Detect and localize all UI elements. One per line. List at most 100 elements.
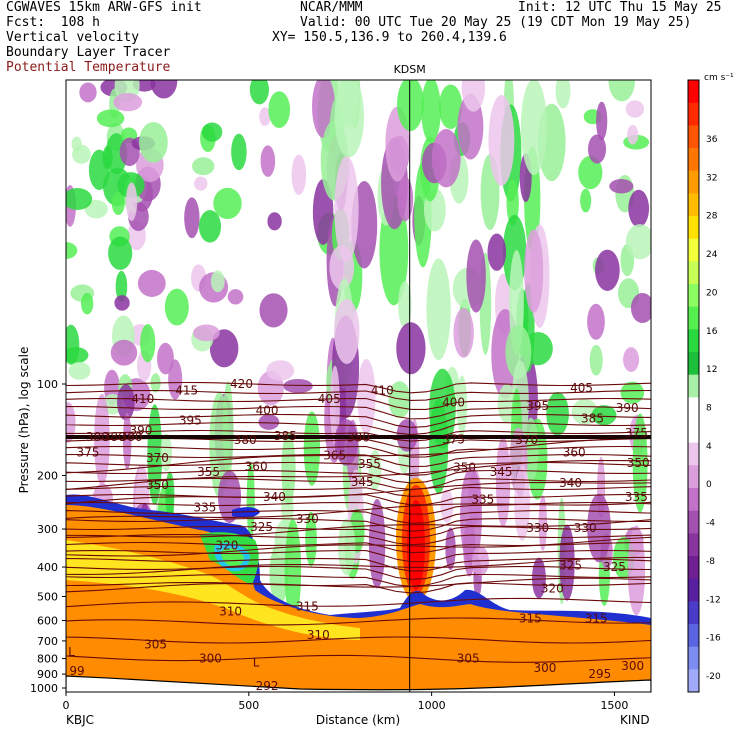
theta-label: 370 xyxy=(146,451,169,465)
vertical-velocity-field xyxy=(66,80,651,623)
theta-label: 320 xyxy=(541,581,564,595)
theta-label: 385 xyxy=(581,412,604,426)
colorbar-label: 32 xyxy=(706,173,717,183)
theta-label: L xyxy=(68,645,75,659)
velocity-blob xyxy=(628,189,650,228)
colorbar-swatch xyxy=(688,261,699,285)
y-tick-label: 900 xyxy=(37,668,58,681)
velocity-blob xyxy=(266,360,295,381)
tracer-yellow-band xyxy=(66,540,360,640)
velocity-blob xyxy=(589,344,603,376)
theta-contour xyxy=(66,501,651,515)
theta-contour xyxy=(66,485,651,498)
theta-label: 300 xyxy=(621,659,644,673)
colorbar-swatch xyxy=(688,488,699,512)
y-tick-label: 1000 xyxy=(30,682,58,695)
colorbar-swatch xyxy=(688,306,699,330)
theta-label: 375 xyxy=(442,432,465,446)
velocity-blob xyxy=(114,295,130,311)
x-end-station: KIND xyxy=(620,713,650,727)
colorbar-label: -8 xyxy=(706,557,715,567)
theta-label: 355 xyxy=(358,457,381,471)
theta-label: 310 xyxy=(307,628,330,642)
theta-label: L xyxy=(253,656,260,670)
colorbar-label: -20 xyxy=(706,672,721,682)
velocity-blob xyxy=(546,392,569,436)
velocity-blob xyxy=(397,176,414,222)
velocity-blob xyxy=(303,411,321,486)
velocity-blob xyxy=(259,293,288,328)
velocity-blob xyxy=(209,329,239,368)
velocity-blob xyxy=(283,378,313,394)
theta-label: 370 xyxy=(515,433,538,447)
theta-label: 315 xyxy=(519,611,542,625)
theta-label: 335 xyxy=(625,490,648,504)
velocity-blob xyxy=(591,405,617,426)
colorbar-swatch xyxy=(688,80,699,104)
theta-label: 295 xyxy=(588,667,611,681)
colorbar-label: 12 xyxy=(706,365,717,375)
velocity-blob xyxy=(595,249,620,291)
velocity-blob xyxy=(453,307,474,358)
colorbar-label: 20 xyxy=(706,288,718,298)
theta-label: 315 xyxy=(296,600,319,614)
colorbar-label: -4 xyxy=(706,519,715,529)
theta-contour xyxy=(66,481,651,505)
velocity-blob xyxy=(571,399,598,425)
theta-contour xyxy=(66,519,651,538)
velocity-blob xyxy=(608,80,636,102)
velocity-blob xyxy=(368,450,382,490)
velocity-blob xyxy=(79,82,97,103)
velocity-blob xyxy=(111,191,125,216)
colorbar: 36 32 28 24 20 16 12 8 4 0 -4 -8 -12 -16 -20 xyxy=(687,79,721,693)
velocity-blob xyxy=(68,362,91,380)
theta-label: 385 xyxy=(274,429,297,443)
theta-label: 305 xyxy=(457,652,480,666)
velocity-blob xyxy=(627,124,639,145)
theta-label: 355 xyxy=(197,465,220,479)
theta-contour xyxy=(66,477,651,491)
theta-label: 405 xyxy=(570,381,593,395)
theta-label: 335 xyxy=(193,501,216,515)
velocity-blob xyxy=(66,187,93,210)
theta-label: 390 xyxy=(616,401,639,415)
colorbar-swatch xyxy=(688,624,699,648)
theta-contour xyxy=(66,501,651,519)
velocity-blob xyxy=(555,80,571,109)
theta-contour xyxy=(66,573,651,587)
velocity-blob xyxy=(157,342,174,375)
x-tick-label: 1000 xyxy=(418,699,446,712)
velocity-blob xyxy=(117,384,135,421)
theta-contour xyxy=(66,536,651,557)
theta-contour xyxy=(66,381,651,394)
velocity-blob xyxy=(460,467,483,566)
colorbar-swatch xyxy=(688,238,699,262)
theta-contour xyxy=(66,549,651,563)
theta-label: 330 xyxy=(296,512,319,526)
theta-contour xyxy=(66,437,651,474)
colorbar-frame xyxy=(687,79,700,693)
theta-label: 410 xyxy=(131,392,154,406)
theta-label: 310 xyxy=(219,604,242,618)
colorbar-swatch xyxy=(688,510,699,534)
theta-label: 325 xyxy=(603,560,626,574)
velocity-blob xyxy=(305,511,317,567)
colorbar-swatch xyxy=(688,646,699,670)
field-boundary-layer: Boundary Layer Tracer xyxy=(6,45,171,60)
field-potential-temperature: Potential Temperature xyxy=(6,60,171,75)
velocity-blob xyxy=(625,224,651,260)
theta-contour xyxy=(66,632,651,644)
velocity-blob xyxy=(198,210,222,243)
velocity-blob xyxy=(487,233,507,271)
theta-label: 420 xyxy=(230,377,253,391)
velocity-blob xyxy=(421,80,441,143)
velocity-blob xyxy=(587,303,605,340)
theta-label: 415 xyxy=(175,383,198,397)
colorbar-swatch xyxy=(688,556,699,580)
colorbar-label: 4 xyxy=(706,442,712,452)
x-axis-ticks: 0 500 1000 1500 xyxy=(63,692,628,712)
velocity-blob xyxy=(623,347,640,372)
colorbar-swatch xyxy=(688,193,699,217)
theta-contour xyxy=(66,453,651,468)
colorbar-label: 36 xyxy=(706,135,718,145)
